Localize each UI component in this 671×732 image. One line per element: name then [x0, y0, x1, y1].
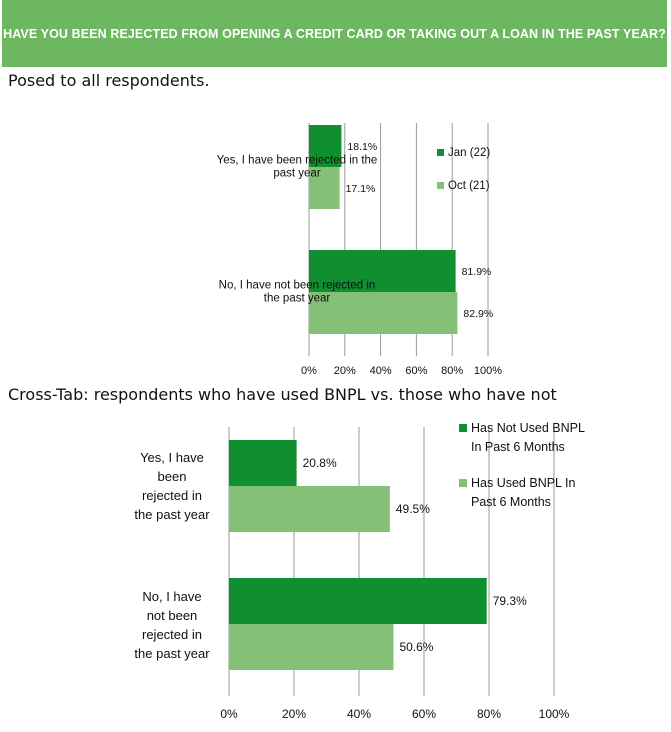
chart2-bar-1-0	[229, 578, 487, 624]
chart1-category-label-0-1: past year	[273, 168, 320, 180]
chart1-bar-0-0	[309, 125, 342, 167]
chart2-legend-label-1-1: Past 6 Months	[471, 495, 551, 509]
chart1-category-label-1-1: the past year	[264, 293, 331, 305]
chart2-tick-0: 0%	[220, 707, 238, 721]
chart2-category-label-1-3: the past year	[134, 646, 210, 661]
chart1-value-label-1-1: 82.9%	[463, 308, 493, 320]
chart1-value-label-1-0: 81.9%	[462, 266, 492, 278]
chart2-tick-2: 40%	[347, 707, 371, 721]
chart1-category-label-1-0: No, I have not been rejected in	[219, 280, 376, 292]
chart1-legend-swatch-0	[437, 149, 444, 156]
chart2-bar-1-1	[229, 624, 394, 670]
chart1-tick-4: 80%	[441, 365, 463, 377]
chart2-tick-3: 60%	[412, 707, 436, 721]
chart1-category-label-0-0: Yes, I have been rejected in the	[217, 155, 378, 167]
chart2-category-label-0-1: been	[158, 469, 187, 484]
chart1-legend-label-0-0: Jan (22)	[448, 147, 490, 159]
chart1-tick-3: 60%	[405, 365, 427, 377]
chart2-bar-0-0	[229, 440, 297, 486]
chart2-subtitle: Cross-Tab: respondents who have used BNP…	[8, 385, 557, 404]
chart1-value-label-0-1: 17.1%	[346, 183, 376, 195]
chart1-legend-label-1-0: Oct (21)	[448, 180, 490, 192]
chart1-legend-swatch-1	[437, 182, 444, 189]
chart1-bar-1-0	[309, 250, 456, 292]
chart2-value-label-0-0: 20.8%	[303, 456, 337, 470]
chart1-subtitle: Posed to all respondents.	[8, 71, 210, 90]
chart2-value-label-1-0: 79.3%	[493, 594, 527, 608]
chart2-category-label-0-0: Yes, I have	[140, 450, 204, 465]
chart1-bar-0-1	[309, 167, 340, 209]
chart2-value-label-0-1: 49.5%	[396, 502, 430, 516]
chart2-legend-label-0-0: Has Not Used BNPL	[471, 421, 585, 435]
question-title: HAVE YOU BEEN REJECTED FROM OPENING A CR…	[3, 26, 666, 41]
chart1-tick-1: 20%	[334, 365, 356, 377]
chart2-tick-4: 80%	[477, 707, 501, 721]
question-banner: HAVE YOU BEEN REJECTED FROM OPENING A CR…	[2, 0, 667, 67]
chart2-legend-label-1-0: Has Used BNPL In	[471, 476, 575, 490]
chart1-tick-2: 40%	[370, 365, 392, 377]
chart2-value-label-1-1: 50.6%	[399, 640, 433, 654]
chart1-tick-0: 0%	[301, 365, 317, 377]
chart1-value-label-0-0: 18.1%	[347, 141, 377, 153]
chart2-category-label-0-2: rejected in	[142, 488, 202, 503]
chart2-category-label-1-2: rejected in	[142, 627, 202, 642]
chart2-bar-0-1	[229, 486, 390, 532]
chart1-tick-5: 100%	[474, 365, 502, 377]
chart1-bar-1-1	[309, 292, 458, 334]
chart2-legend-swatch-0	[459, 424, 467, 432]
chart2-legend-label-0-1: In Past 6 Months	[471, 440, 565, 454]
chart2-category-label-1-0: No, I have	[142, 589, 201, 604]
chart2-tick-5: 100%	[539, 707, 570, 721]
chart2-tick-1: 20%	[282, 707, 306, 721]
chart2-legend-swatch-1	[459, 479, 467, 487]
chart2-category-label-0-3: the past year	[134, 507, 210, 522]
chart2-category-label-1-1: not been	[147, 608, 198, 623]
